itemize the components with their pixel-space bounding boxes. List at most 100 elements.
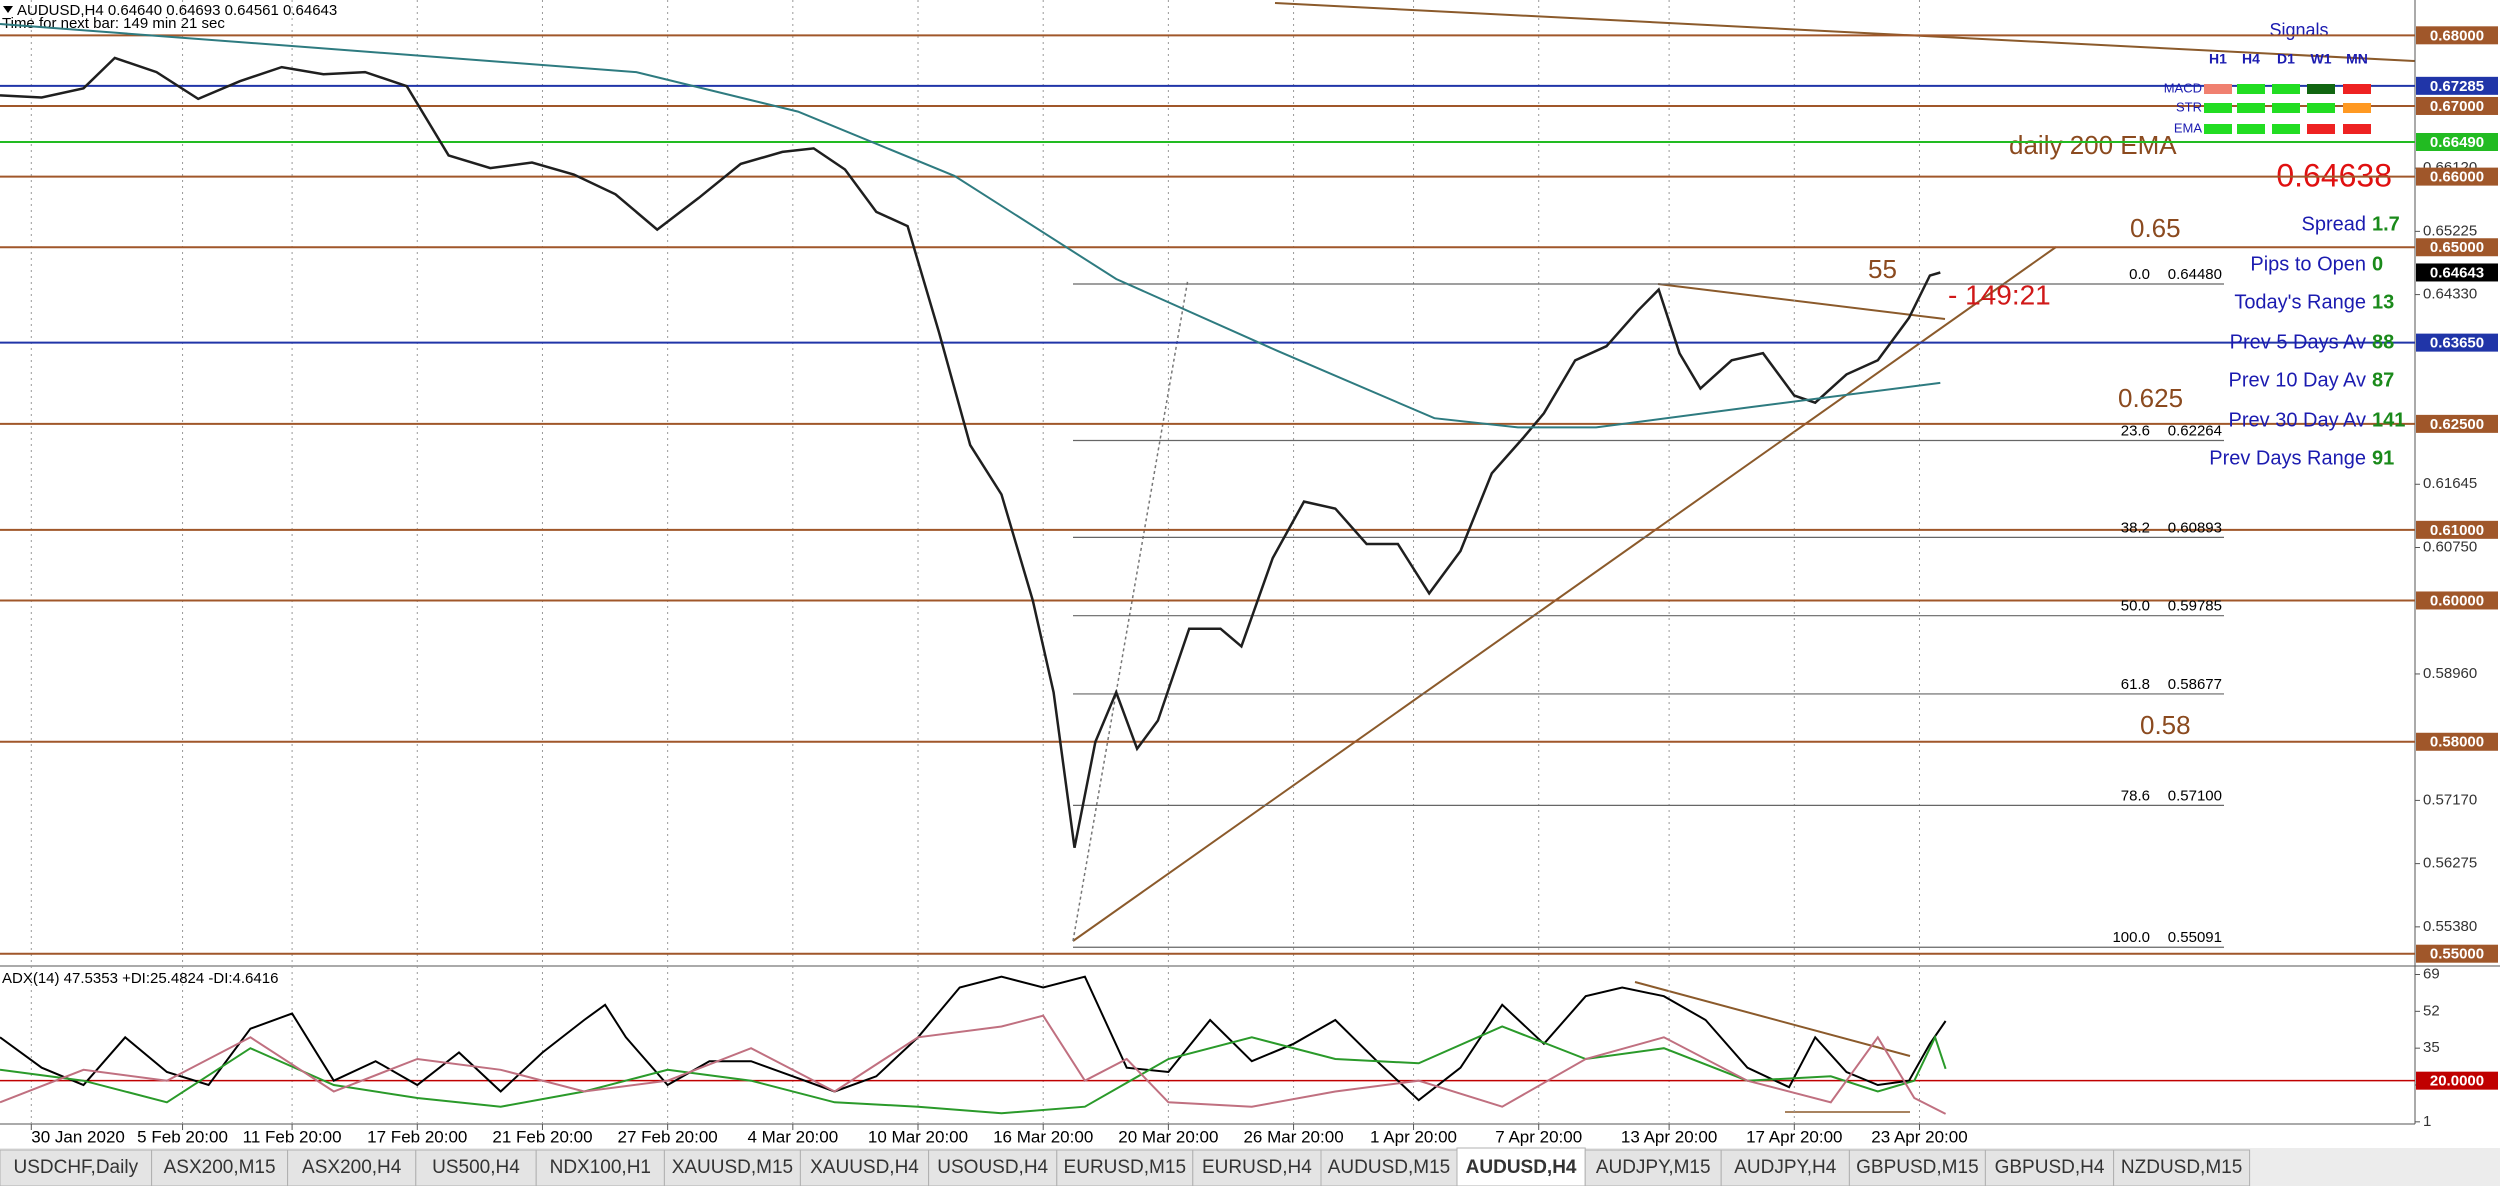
ema-note: daily 200 EMA [2009, 130, 2177, 160]
tab[interactable] [0, 1149, 153, 1186]
info-value: 13 [2372, 291, 2394, 313]
tab[interactable] [1320, 1149, 1458, 1186]
level-label: 0.62500 [2430, 416, 2484, 433]
signal-box [2204, 84, 2232, 94]
trend-line [1274, 2, 2416, 62]
signal-box [2204, 124, 2232, 134]
fib-ratio: 61.8 [2121, 676, 2150, 693]
y-tick-label: 0.55380 [2423, 918, 2477, 935]
signal-box [2307, 103, 2335, 113]
x-tick-label: 26 Mar 20:00 [1243, 1127, 1343, 1146]
fib-price: 0.59785 [2168, 598, 2222, 615]
info-label: Prev 10 Day Av [2229, 369, 2366, 391]
tab-label[interactable]: EURUSD,M15 [1064, 1157, 1186, 1178]
signal-box [2237, 84, 2265, 94]
level-label: 0.65000 [2430, 239, 2484, 256]
info-value: 88 [2372, 331, 2394, 353]
info-label: Today's Range [2234, 291, 2366, 313]
level-label: 0.61000 [2430, 522, 2484, 539]
tab-label[interactable]: GBPUSD,H4 [1995, 1157, 2105, 1178]
signal-box [2343, 124, 2371, 134]
x-tick-label: 5 Feb 20:00 [137, 1127, 228, 1146]
fib-price: 0.64480 [2168, 266, 2222, 283]
x-tick-label: 1 Apr 20:00 [1370, 1127, 1457, 1146]
info-value: 0 [2372, 253, 2383, 275]
tab-label[interactable]: XAUUSD,H4 [810, 1157, 919, 1178]
tab[interactable] [1456, 1147, 1586, 1186]
level-label: 0.68000 [2430, 27, 2484, 44]
y-tick-label: 0.57170 [2423, 791, 2477, 808]
tab-label[interactable]: USOUSD,H4 [937, 1157, 1048, 1178]
signal-box [2272, 124, 2300, 134]
signals-title: Signals [2269, 20, 2328, 40]
fib-ratio: 50.0 [2121, 598, 2150, 615]
indicator-title: ADX(14) 47.5353 +DI:25.4824 -DI:4.6416 [2, 970, 278, 987]
level-label: 0.66490 [2430, 134, 2484, 151]
x-tick-label: 16 Mar 20:00 [993, 1127, 1093, 1146]
tab[interactable] [1056, 1149, 1194, 1186]
tab-label[interactable]: GBPUSD,M15 [1856, 1157, 1978, 1178]
info-value: 91 [2372, 447, 2394, 469]
level-note: 0.625 [2118, 383, 2183, 413]
level-box [2416, 414, 2498, 433]
y-tick-label: 0.64330 [2423, 286, 2477, 303]
tab[interactable] [1848, 1149, 1986, 1186]
level-box [2416, 1071, 2498, 1090]
symbol-line: AUDUSD,H4 0.64640 0.64693 0.64561 0.6464… [17, 2, 337, 19]
level-box [2416, 520, 2498, 539]
tab-label[interactable]: XAUUSD,M15 [672, 1157, 793, 1178]
tab[interactable] [151, 1149, 289, 1186]
x-tick-label: 23 Apr 20:00 [1871, 1127, 1967, 1146]
info-value: 141 [2372, 409, 2405, 431]
y-tick-label: 0.56275 [2423, 855, 2477, 872]
tab[interactable] [928, 1149, 1058, 1186]
signal-row-label: STR [2176, 99, 2202, 114]
tab[interactable] [1720, 1149, 1850, 1186]
tab[interactable] [1584, 1149, 1722, 1186]
series-line [0, 1025, 1947, 1115]
level-note: 55 [1868, 254, 1897, 284]
signal-row-label: MACD [2164, 80, 2202, 95]
tab[interactable] [1984, 1149, 2115, 1186]
info-value: 1.7 [2372, 213, 2400, 235]
y-tick-label: 0.60750 [2423, 538, 2477, 555]
tab-label[interactable]: EURUSD,H4 [1202, 1157, 1312, 1178]
tab[interactable] [2113, 1149, 2251, 1186]
level-label: 0.58000 [2430, 734, 2484, 751]
collapse-icon [3, 6, 13, 13]
signal-column: H4 [2242, 51, 2260, 67]
tab-label[interactable]: AUDJPY,M15 [1596, 1157, 1711, 1178]
tab-label[interactable]: NZDUSD,M15 [2121, 1157, 2242, 1178]
series-line [0, 975, 1947, 1102]
level-box [2416, 732, 2498, 751]
tab-label[interactable]: US500,H4 [432, 1157, 520, 1178]
tab[interactable] [663, 1149, 801, 1186]
signal-box [2307, 84, 2335, 94]
signal-box [2204, 103, 2232, 113]
level-label: 0.66000 [2430, 169, 2484, 186]
trend-line [1072, 278, 1189, 942]
level-label: 0.67285 [2430, 78, 2484, 95]
level-label: 20.0000 [2430, 1073, 2484, 1090]
tab-label[interactable]: AUDUSD,H4 [1466, 1157, 1577, 1178]
level-box [2416, 26, 2498, 45]
current-price: 0.64638 [2276, 157, 2392, 193]
x-tick-label: 20 Mar 20:00 [1118, 1127, 1218, 1146]
fib-ratio: 78.6 [2121, 787, 2150, 804]
y-tick-label: 0.65225 [2423, 222, 2477, 239]
tab[interactable] [287, 1149, 417, 1186]
tab-label[interactable]: ASX200,H4 [302, 1157, 402, 1178]
signal-column: MN [2346, 51, 2368, 67]
tab-label[interactable]: USDCHF,Daily [14, 1157, 139, 1178]
level-label: 0.67000 [2430, 98, 2484, 115]
tab-label[interactable]: NDX100,H1 [550, 1157, 651, 1178]
series-line [0, 56, 1941, 848]
signal-box [2343, 103, 2371, 113]
tab-label[interactable]: ASX200,M15 [164, 1157, 276, 1178]
tab[interactable] [415, 1149, 537, 1186]
signal-box [2272, 84, 2300, 94]
tab-label[interactable]: AUDUSD,M15 [1328, 1157, 1450, 1178]
tab-label[interactable]: AUDJPY,H4 [1734, 1157, 1837, 1178]
level-box [2416, 96, 2498, 115]
